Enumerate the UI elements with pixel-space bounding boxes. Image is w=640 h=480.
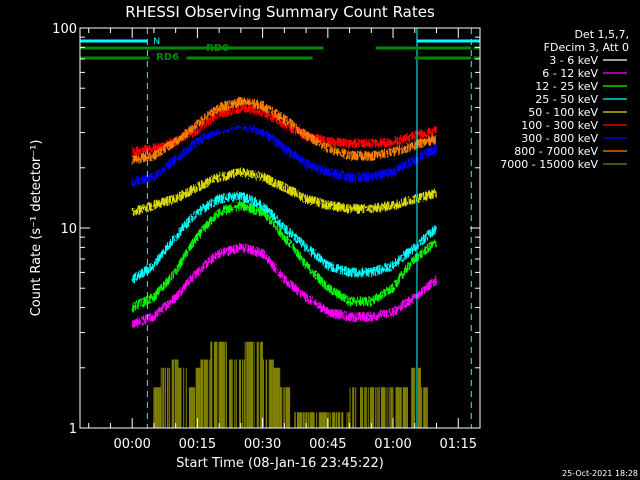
legend-label-0: 3 - 6 keV (549, 54, 598, 67)
y-tick-label: 1 (69, 422, 77, 437)
legend-label-5: 100 - 300 keV (521, 119, 598, 132)
series-line-2 (131, 201, 437, 313)
series-line-7 (131, 96, 437, 165)
legend-label-1: 6 - 12 keV (542, 67, 598, 80)
series-line-1 (131, 242, 437, 328)
timestamp: 25-Oct-2021 18:28 (562, 469, 638, 478)
series-line-4 (131, 167, 437, 217)
x-tick-label: 01:15 (440, 437, 477, 452)
legend-label-3: 25 - 50 keV (535, 93, 598, 106)
legend-header: Det 1,5,7, (574, 28, 629, 41)
legend-label-2: 12 - 25 keV (535, 80, 598, 93)
series-line-6 (131, 120, 437, 187)
x-tick-label: 01:00 (374, 437, 411, 452)
series-line-3 (131, 191, 437, 284)
legend-label-7: 800 - 7000 keV (514, 145, 598, 158)
night-label: N (153, 37, 160, 47)
series-line-5 (131, 102, 437, 157)
y-axis-label: Count Rate (s⁻¹ detector⁻¹) (29, 140, 44, 317)
legend-label-8: 7000 - 15000 keV (500, 158, 598, 171)
x-tick-label: 00:30 (244, 437, 281, 452)
rd6-label: RD6 (156, 52, 179, 63)
legend-label-6: 300 - 800 keV (521, 132, 598, 145)
annotation-layer: N RD0 RD6 (80, 28, 480, 428)
y-tick-label: 100 (52, 22, 77, 37)
rd0-label: RD0 (206, 43, 229, 54)
legend-label-4: 50 - 100 keV (528, 106, 598, 119)
x-tick-label: 00:15 (179, 437, 216, 452)
x-tick-label: 00:45 (309, 437, 346, 452)
y-tick-label: 10 (60, 222, 77, 237)
legend-header: FDecim 3, Att 0 (544, 41, 629, 54)
axis-layer: 00:00 00:15 00:30 00:45 01:00 01:15 1 10 100 (52, 22, 481, 452)
x-tick-label: 00:00 (113, 437, 150, 452)
chart-title: RHESSI Observing Summary Count Rates (125, 3, 435, 21)
x-axis-label: Start Time (08-Jan-16 23:45:22) (176, 456, 384, 471)
series-layer (131, 96, 437, 428)
